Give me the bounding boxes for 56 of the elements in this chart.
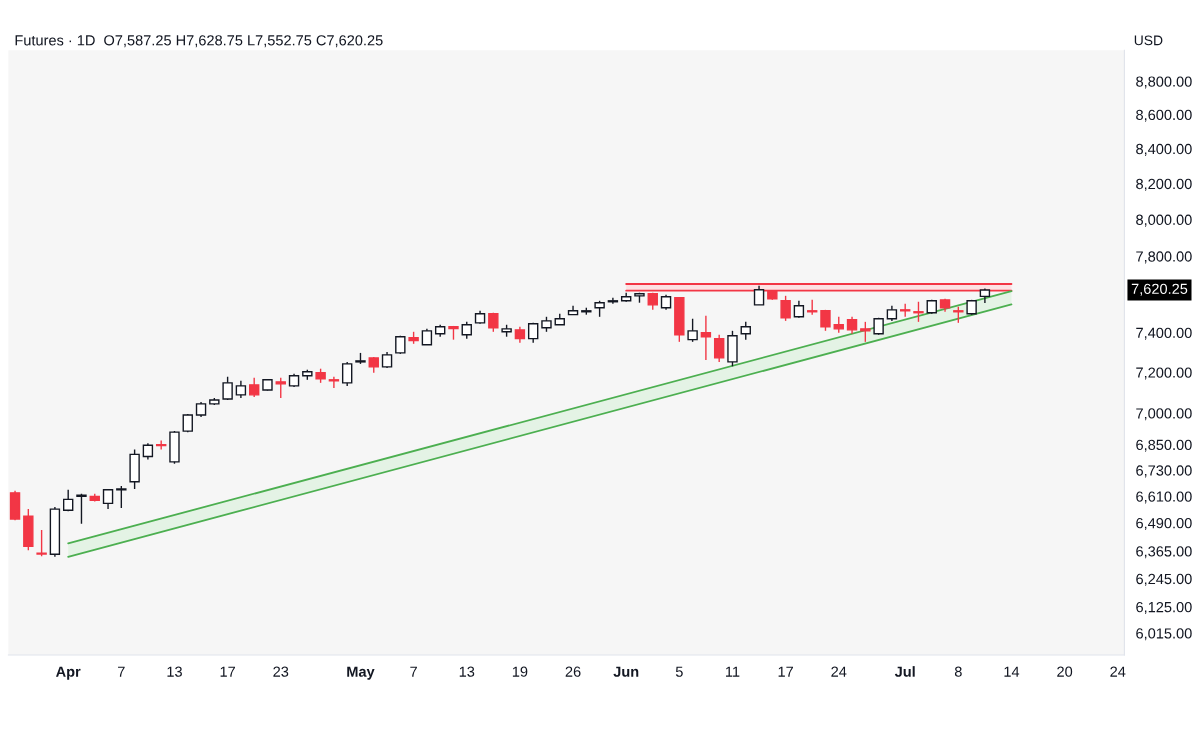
candlestick — [116, 485, 127, 509]
chart-title: Futures · 1D — [15, 35, 95, 46]
y-tick-label: 6,730.00 — [1136, 465, 1192, 478]
x-tick-label: Jun — [613, 666, 639, 677]
x-tick-label: 8 — [954, 666, 962, 677]
x-tick-label: 13 — [459, 666, 475, 677]
x-tick-label: May — [347, 666, 375, 680]
x-tick-label: 13 — [167, 666, 182, 677]
x-tick-label: Apr — [55, 666, 81, 680]
candlestick — [713, 334, 725, 363]
y-tick-label: 6,125.00 — [1136, 601, 1192, 615]
candlestick — [222, 376, 233, 401]
candlestick — [753, 285, 765, 306]
candlestick — [275, 377, 286, 399]
y-tick-label: 8,400.00 — [1136, 143, 1192, 156]
x-tick-label: 20 — [1057, 666, 1073, 677]
x-tick-label: Jul — [894, 666, 915, 677]
y-tick-label: 8,800.00 — [1136, 76, 1192, 89]
candlestick — [700, 314, 712, 361]
candlestick — [913, 301, 924, 323]
candlestick — [341, 361, 353, 387]
y-tick-label: 6,610.00 — [1136, 491, 1192, 504]
candlestick — [76, 493, 87, 525]
x-tick-label: 7 — [118, 666, 125, 677]
x-tick-label: 23 — [273, 666, 289, 677]
x-tick-label: 24 — [831, 666, 847, 677]
x-tick-label: 17 — [220, 666, 235, 677]
candlestick — [780, 295, 791, 322]
x-tick-label: 5 — [675, 666, 683, 677]
text: USD — [1134, 35, 1163, 46]
y-tick-label: 7,200.00 — [1136, 367, 1192, 380]
candlestick — [687, 318, 698, 343]
candlestick — [328, 376, 340, 389]
y-tick-label: 6,490.00 — [1136, 518, 1192, 531]
y-tick-label: 7,400.00 — [1136, 327, 1192, 340]
y-tick-label: 8,000.00 — [1136, 214, 1192, 227]
y-tick-label: 8,200.00 — [1136, 178, 1192, 191]
x-tick-label: 19 — [512, 666, 528, 677]
x-tick-label: 11 — [726, 666, 740, 677]
y-tick-label: 7,000.00 — [1136, 408, 1192, 421]
y-tick-label: 8,600.00 — [1136, 109, 1192, 122]
text: 7,620.25 — [1131, 283, 1188, 296]
y-tick-label: 7,800.00 — [1136, 251, 1192, 264]
y-tick-label: 6,850.00 — [1136, 439, 1192, 452]
candlestick — [860, 321, 871, 343]
candlestick — [36, 529, 47, 558]
x-tick-label: 24 — [1110, 666, 1126, 677]
x-tick-label: 17 — [778, 666, 793, 677]
x-tick-label: 14 — [1004, 666, 1020, 677]
x-tick-label: 26 — [565, 666, 581, 677]
y-tick-label: 6,245.00 — [1136, 573, 1192, 586]
y-tick-label: 6,015.00 — [1136, 628, 1192, 641]
x-tick-label: 7 — [410, 666, 417, 677]
candlestick — [248, 377, 260, 398]
y-tick-label: 6,365.00 — [1136, 546, 1192, 559]
chart-subtitle: O7,587.25 H7,628.75 L7,552.75 C7,620.25 — [104, 35, 383, 48]
